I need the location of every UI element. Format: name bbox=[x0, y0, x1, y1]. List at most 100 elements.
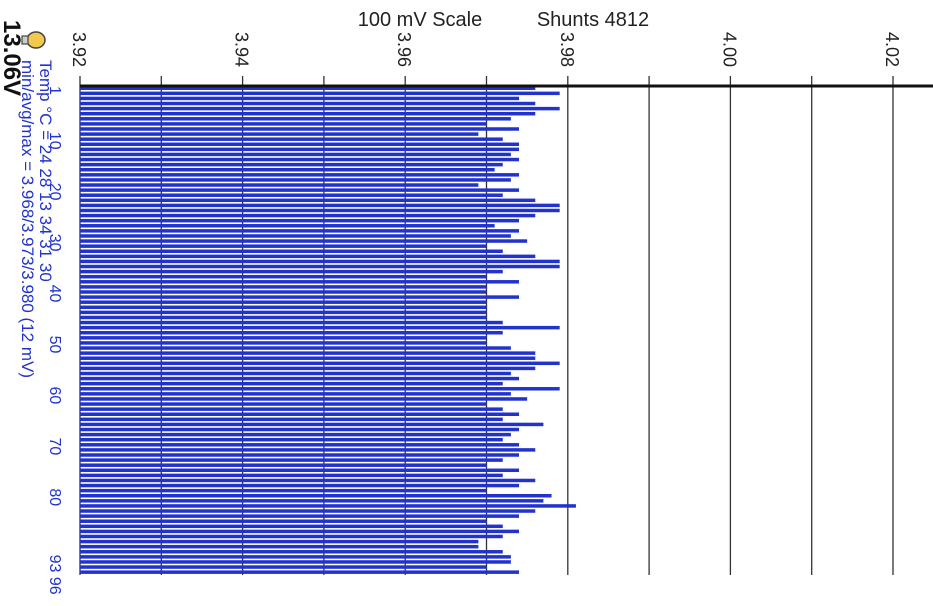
bar bbox=[80, 534, 503, 539]
bar bbox=[80, 529, 520, 534]
bar bbox=[80, 499, 544, 503]
bar bbox=[80, 509, 536, 513]
bar bbox=[80, 422, 544, 427]
bar bbox=[80, 320, 503, 325]
bar bbox=[80, 264, 560, 269]
x-tick-label: 3.92 bbox=[69, 32, 89, 67]
bar bbox=[80, 407, 503, 411]
bar bbox=[80, 468, 520, 473]
bar bbox=[80, 417, 503, 422]
bar bbox=[80, 178, 511, 182]
bar bbox=[80, 519, 487, 523]
bar bbox=[80, 269, 503, 274]
bar bbox=[80, 494, 552, 498]
bar bbox=[80, 437, 503, 442]
bar bbox=[80, 397, 528, 401]
bar bbox=[80, 310, 487, 315]
bar bbox=[80, 127, 520, 131]
cell-tick-label: 80 bbox=[46, 488, 63, 506]
bar bbox=[80, 412, 520, 416]
bar bbox=[80, 117, 511, 121]
bar bbox=[80, 147, 520, 152]
bar bbox=[80, 91, 560, 96]
bar bbox=[80, 392, 511, 396]
bar bbox=[80, 280, 520, 284]
bar bbox=[80, 448, 536, 452]
x-tick-label: 3.96 bbox=[394, 32, 414, 67]
bar bbox=[80, 295, 520, 299]
bar bbox=[80, 514, 520, 518]
bar bbox=[80, 458, 503, 462]
cell-tick-label: 60 bbox=[46, 387, 63, 405]
bar bbox=[80, 453, 520, 457]
cell-tick-labels: 1 10 20 30 40 50 60 70 80 93 96 bbox=[46, 86, 63, 595]
bar bbox=[80, 432, 511, 437]
bar bbox=[80, 351, 536, 355]
bar bbox=[80, 142, 520, 147]
bar bbox=[80, 356, 536, 360]
bar bbox=[80, 259, 560, 264]
bar bbox=[80, 157, 520, 162]
bar bbox=[80, 488, 487, 493]
x-tick-label: 3.94 bbox=[232, 32, 252, 67]
cell-tick-label: 30 bbox=[46, 234, 63, 252]
bar bbox=[80, 402, 487, 406]
info-line: min/avg/max = 3.968/3.973/3.980 (12 mV) bbox=[18, 60, 37, 378]
bar bbox=[80, 213, 536, 218]
bar bbox=[80, 86, 536, 90]
bar bbox=[80, 483, 520, 488]
bar bbox=[80, 122, 487, 126]
left-info-block: 13.06V min/avg/max = 3.968/3.973/3.980 (… bbox=[0, 20, 63, 595]
x-tick-label: 4.00 bbox=[719, 32, 739, 67]
bar bbox=[80, 198, 536, 203]
bar bbox=[80, 325, 560, 330]
bar bbox=[80, 550, 503, 554]
cell-tick-label: 70 bbox=[46, 437, 63, 455]
cell-tick-label: 93 96 bbox=[46, 555, 63, 595]
cell-tick-label: 40 bbox=[46, 285, 63, 303]
bar bbox=[80, 183, 479, 187]
chart-title: 100 mV Scale bbox=[358, 9, 483, 31]
bar bbox=[80, 96, 520, 101]
chart-subtitle: Shunts 4812 bbox=[537, 9, 649, 31]
bar bbox=[80, 290, 487, 294]
bar bbox=[80, 188, 520, 192]
bar bbox=[80, 111, 536, 116]
bar bbox=[80, 427, 520, 432]
bar bbox=[80, 244, 487, 248]
bar bbox=[80, 285, 487, 289]
bar bbox=[80, 478, 536, 483]
bar bbox=[80, 555, 511, 559]
bar bbox=[80, 274, 487, 279]
x-tick-label: 3.98 bbox=[557, 32, 577, 67]
bar bbox=[80, 208, 560, 213]
x-axis: 3.92 3.94 3.96 3.98 4.00 4.02 bbox=[69, 32, 902, 67]
bar bbox=[80, 504, 576, 508]
bar bbox=[80, 249, 503, 253]
bar bbox=[80, 254, 536, 259]
bar bbox=[80, 193, 503, 197]
bar bbox=[80, 361, 560, 366]
bar bbox=[80, 137, 503, 141]
bar bbox=[80, 336, 487, 340]
cell-tick-label: 50 bbox=[46, 336, 63, 354]
bar bbox=[80, 101, 536, 106]
bar bbox=[80, 443, 520, 447]
bar bbox=[80, 132, 479, 136]
bar bbox=[80, 315, 487, 320]
bar bbox=[80, 229, 520, 233]
temp-line: Temp °C = 24 28 13 34 31 30 bbox=[36, 60, 55, 282]
lightbulb-icon bbox=[21, 31, 46, 49]
bar bbox=[80, 346, 511, 350]
bar bbox=[80, 539, 479, 544]
bar bbox=[80, 366, 536, 371]
bar bbox=[80, 305, 487, 310]
bar bbox=[80, 560, 511, 564]
bar bbox=[80, 173, 520, 177]
bar bbox=[80, 162, 503, 167]
bar bbox=[80, 341, 487, 345]
bar bbox=[80, 570, 520, 574]
bar bbox=[80, 371, 511, 376]
bar bbox=[80, 152, 511, 157]
